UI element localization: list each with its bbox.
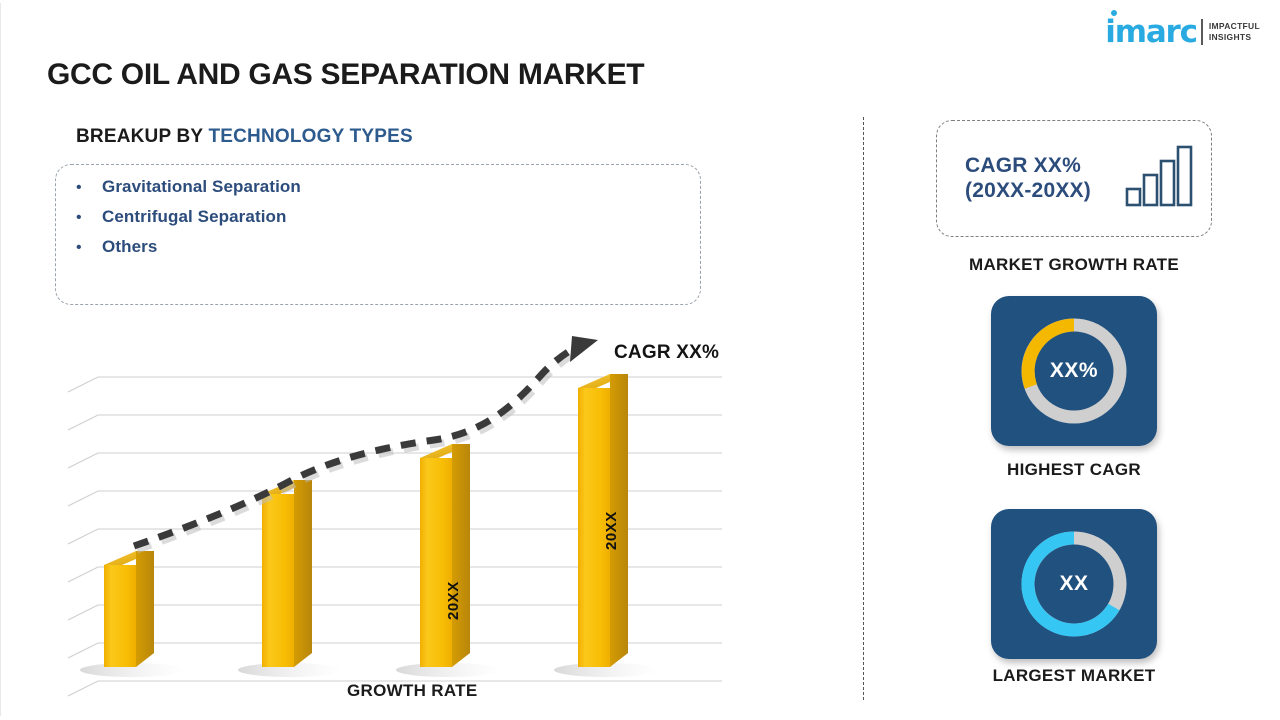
imarc-logo: imarc IMPACTFUL INSIGHTS [1105, 9, 1260, 52]
cagr-line-1: CAGR XX% [965, 153, 1081, 177]
breakup-heading: BREAKUP BY TECHNOLOGY TYPES [76, 126, 413, 148]
bullet-icon: • [76, 179, 82, 196]
largest-market-value: XX [1059, 572, 1089, 595]
logo-tagline-line1: IMPACTFUL [1208, 21, 1260, 32]
chart-bar-shadows [80, 663, 658, 677]
highest-cagr-card: XX% [991, 296, 1157, 446]
highest-cagr-donut [1021, 318, 1127, 424]
chart-bar-4 [578, 374, 628, 667]
chart-gridlines [67, 376, 722, 697]
growth-rate-chart: 20XX 20XX [62, 330, 752, 700]
logo-dot-icon [1111, 9, 1118, 16]
list-item-label: Centrifugal Separation [102, 207, 287, 226]
highest-cagr-caption: HIGHEST CAGR [1007, 460, 1141, 479]
logo-wordmark: imarc [1105, 9, 1198, 50]
cagr-line-2: (20XX-20XX) [965, 178, 1091, 202]
bullet-icon: • [76, 239, 82, 256]
bar-chart-icon [1125, 145, 1193, 212]
largest-market-donut [1021, 531, 1127, 637]
highest-cagr-value: XX% [1049, 359, 1099, 382]
page-title: GCC OIL AND GAS SEPARATION MARKET [47, 58, 645, 91]
chart-bar-3 [420, 444, 470, 667]
list-item-label: Others [102, 237, 158, 256]
breakup-heading-highlight: TECHNOLOGY TYPES [208, 126, 413, 147]
chart-bar-4-label: 20XX [603, 511, 620, 550]
largest-market-card: XX [991, 509, 1157, 659]
largest-market-caption: LARGEST MARKET [992, 666, 1156, 685]
list-item: • Centrifugal Separation [68, 207, 301, 237]
logo-tagline-line2: INSIGHTS [1208, 32, 1252, 42]
vertical-divider [863, 117, 864, 700]
list-item: • Others [68, 237, 301, 267]
bullet-icon: • [76, 209, 82, 226]
market-growth-rate-caption: MARKET GROWTH RATE [968, 255, 1179, 274]
list-item: • Gravitational Separation [68, 177, 301, 207]
chart-bar-2 [262, 480, 312, 667]
technology-types-box: • Gravitational Separation • Centrifugal… [55, 164, 701, 305]
chart-bar-1 [104, 551, 154, 667]
chart-axis-caption: GROWTH RATE [347, 681, 478, 700]
chart-svg [67, 336, 722, 697]
chart-bar-3-label: 20XX [445, 581, 462, 620]
chart-trendline [132, 336, 598, 554]
logo-word-text: imarc [1105, 13, 1198, 50]
list-item-label: Gravitational Separation [102, 177, 301, 196]
logo-divider [1200, 19, 1203, 45]
market-growth-rate-value: CAGR XX% (20XX-20XX) [965, 154, 1091, 204]
market-growth-rate-box: CAGR XX% (20XX-20XX) [936, 120, 1212, 237]
breakup-heading-prefix: BREAKUP BY [76, 126, 203, 147]
chart-trendline-label: CAGR XX% [614, 342, 720, 363]
technology-types-list: • Gravitational Separation • Centrifugal… [68, 177, 301, 267]
logo-tagline: IMPACTFUL INSIGHTS [1209, 21, 1260, 42]
